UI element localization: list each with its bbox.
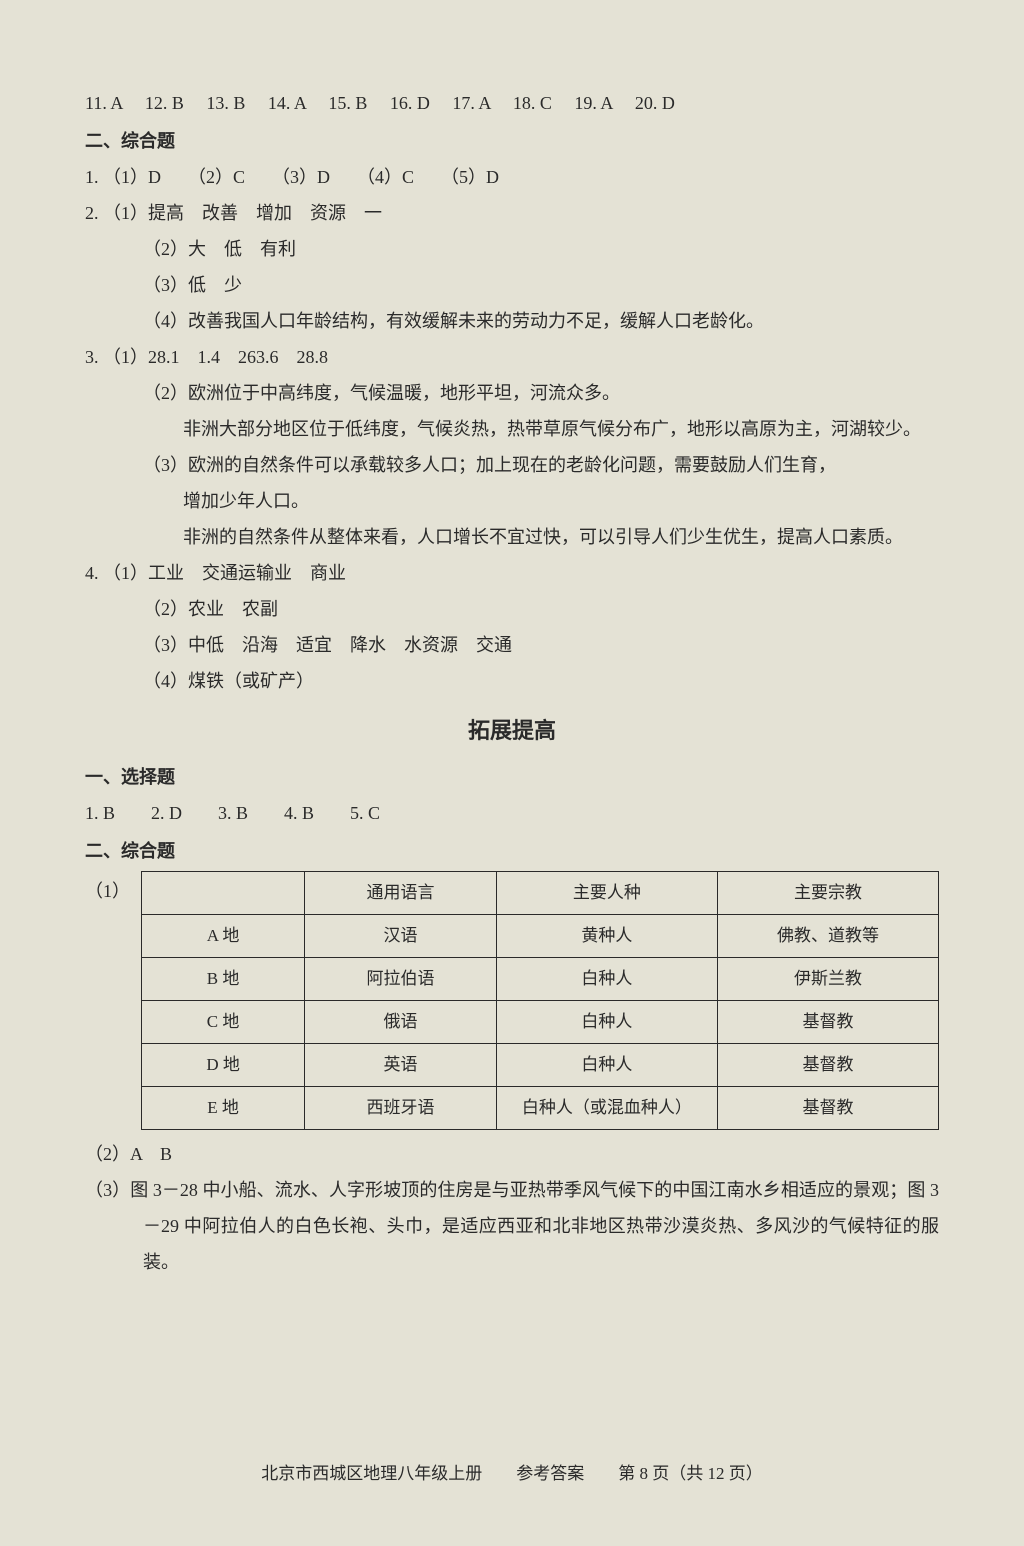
cell-a-rel: 佛教、道教等 xyxy=(717,915,938,958)
table-row: B 地 阿拉伯语 白种人 伊斯兰教 xyxy=(142,958,939,1001)
cell-e-rel: 基督教 xyxy=(717,1087,938,1130)
cell-a-label: A 地 xyxy=(142,915,305,958)
cell-e-label: E 地 xyxy=(142,1087,305,1130)
cell-c-lang: 俄语 xyxy=(305,1001,497,1044)
cell-d-lang: 英语 xyxy=(305,1044,497,1087)
table-row: E 地 西班牙语 白种人（或混血种人） 基督教 xyxy=(142,1087,939,1130)
section-2b-title: 二、综合题 xyxy=(85,833,939,869)
q3-2: （2）欧洲位于中高纬度，气候温暖，地形平坦，河流众多。 xyxy=(85,375,939,411)
cell-e-lang: 西班牙语 xyxy=(305,1087,497,1130)
q2-2: （2）大 低 有利 xyxy=(85,231,939,267)
cell-b-rel: 伊斯兰教 xyxy=(717,958,938,1001)
cell-b-label: B 地 xyxy=(142,958,305,1001)
q4-4: （4）煤铁（或矿产） xyxy=(85,663,939,699)
p3-text: （3）图 3－28 中小船、流水、人字形坡顶的住房是与亚热带季风气候下的中国江南… xyxy=(85,1172,939,1280)
cell-c-rel: 基督教 xyxy=(717,1001,938,1044)
page-footer: 北京市西城区地理八年级上册 参考答案 第 8 页（共 12 页） xyxy=(0,1457,1024,1491)
cell-a-lang: 汉语 xyxy=(305,915,497,958)
section-1b-title: 一、选择题 xyxy=(85,759,939,795)
q4-1: 4. （1）工业 交通运输业 商业 xyxy=(85,555,939,591)
section-2-title: 二、综合题 xyxy=(85,123,939,159)
cell-c-label: C 地 xyxy=(142,1001,305,1044)
table-header-row: 通用语言 主要人种 主要宗教 xyxy=(142,872,939,915)
q4-3: （3）中低 沿海 适宜 降水 水资源 交通 xyxy=(85,627,939,663)
q2-4: （4）改善我国人口年龄结构，有效缓解未来的劳动力不足，缓解人口老龄化。 xyxy=(85,303,939,339)
table-row: D 地 英语 白种人 基督教 xyxy=(142,1044,939,1087)
q2-3: （3）低 少 xyxy=(85,267,939,303)
cell-b-race: 白种人 xyxy=(496,958,717,1001)
q4-2: （2）农业 农副 xyxy=(85,591,939,627)
mc-answers-11-20: 11. A 12. B 13. B 14. A 15. B 16. D 17. … xyxy=(85,85,939,121)
p1-label: （1） xyxy=(85,869,113,909)
cell-e-race: 白种人（或混血种人） xyxy=(496,1087,717,1130)
cell-b-lang: 阿拉伯语 xyxy=(305,958,497,1001)
p3: （3）图 3－28 中小船、流水、人字形坡顶的住房是与亚热带季风气候下的中国江南… xyxy=(85,1172,939,1280)
mc-answers-1-5: 1. B 2. D 3. B 4. B 5. C xyxy=(85,795,939,831)
q3-3b: 非洲的自然条件从整体来看，人口增长不宜过快，可以引导人们少生优生，提高人口素质。 xyxy=(85,519,939,555)
q3-3-cont: 增加少年人口。 xyxy=(85,483,939,519)
table-row: C 地 俄语 白种人 基督教 xyxy=(142,1001,939,1044)
q3-2b: 非洲大部分地区位于低纬度，气候炎热，热带草原气候分布广，地形以高原为主，河湖较少… xyxy=(85,411,939,447)
q2-1: 2. （1）提高 改善 增加 资源 一 xyxy=(85,195,939,231)
table-row: A 地 汉语 黄种人 佛教、道教等 xyxy=(142,915,939,958)
q1-answers: 1. （1）D （2）C （3）D （4）C （5）D xyxy=(85,159,939,195)
language-race-religion-table: 通用语言 主要人种 主要宗教 A 地 汉语 黄种人 佛教、道教等 B 地 阿拉伯… xyxy=(141,871,939,1130)
cell-c-race: 白种人 xyxy=(496,1001,717,1044)
expand-heading: 拓展提高 xyxy=(85,709,939,753)
cell-d-rel: 基督教 xyxy=(717,1044,938,1087)
cell-d-label: D 地 xyxy=(142,1044,305,1087)
cell-a-race: 黄种人 xyxy=(496,915,717,958)
q3-1: 3. （1）28.1 1.4 263.6 28.8 xyxy=(85,339,939,375)
th-race: 主要人种 xyxy=(496,872,717,915)
p2: （2）A B xyxy=(85,1136,939,1172)
q3-3: （3）欧洲的自然条件可以承载较多人口；加上现在的老龄化问题，需要鼓励人们生育， xyxy=(85,447,939,483)
cell-d-race: 白种人 xyxy=(496,1044,717,1087)
th-language: 通用语言 xyxy=(305,872,497,915)
th-religion: 主要宗教 xyxy=(717,872,938,915)
th-blank xyxy=(142,872,305,915)
